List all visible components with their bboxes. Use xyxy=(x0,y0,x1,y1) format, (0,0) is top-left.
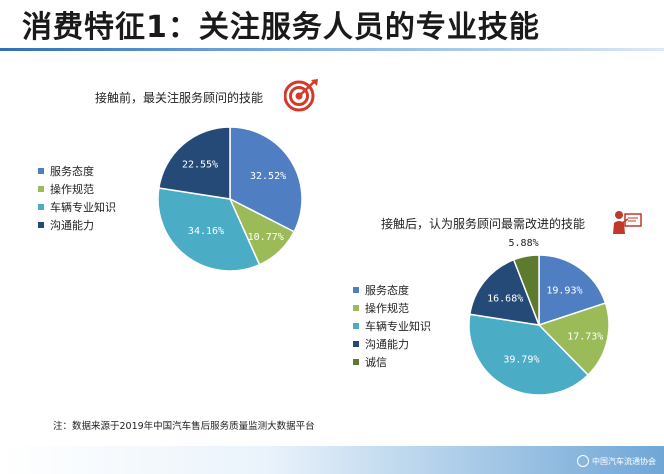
chart2-title: 接触后，认为服务顾问最需改进的技能 xyxy=(381,217,586,231)
legend-swatch xyxy=(38,168,44,174)
chart2-legend-item: 服务态度 xyxy=(353,281,431,299)
chart1-data-label: 22.55% xyxy=(182,160,218,171)
chart2-legend-item: 诚信 xyxy=(353,353,431,371)
legend-swatch xyxy=(38,186,44,192)
legend-label: 诚信 xyxy=(365,356,387,369)
org-logo-text: 中国汽车流通协会 xyxy=(592,456,656,466)
legend-swatch xyxy=(353,323,359,329)
chart1-title: 接触前，最关注服务顾问的技能 xyxy=(95,91,264,105)
chart2-slice xyxy=(468,258,541,326)
legend-label: 沟通能力 xyxy=(50,219,94,232)
chart2-data-label: 19.93% xyxy=(546,285,582,296)
chart2-legend-item: 操作规范 xyxy=(353,299,431,317)
chart1-data-label: 32.52% xyxy=(250,171,286,182)
bottom-band xyxy=(0,446,664,474)
legend-swatch xyxy=(353,287,359,293)
chart2-legend-item: 车辆专业知识 xyxy=(353,317,431,335)
legend-label: 服务态度 xyxy=(365,284,409,297)
page-title: 消费特征1：关注服务人员的专业技能 xyxy=(22,10,540,45)
chart1-slice xyxy=(157,126,231,200)
presenter-icon xyxy=(611,208,643,240)
legend-label: 沟通能力 xyxy=(365,338,409,351)
chart1-slice xyxy=(157,187,261,272)
chart1-legend-item: 操作规范 xyxy=(38,180,116,198)
legend-swatch xyxy=(38,204,44,210)
chart2-legend: 服务态度操作规范车辆专业知识 沟通能力诚信 xyxy=(353,281,431,371)
legend-swatch xyxy=(353,359,359,365)
org-logo-icon xyxy=(577,455,589,467)
title-rule xyxy=(0,48,664,51)
chart2-legend-item: 沟通能力 xyxy=(353,335,431,353)
chart2-slice xyxy=(538,254,607,327)
chart1-data-label: 34.16% xyxy=(188,226,224,237)
chart2-data-label: 39.79% xyxy=(503,355,539,366)
chart2-data-label: 5.88% xyxy=(509,238,539,249)
chart1-slice xyxy=(229,126,303,233)
chart1-data-label: 10.77% xyxy=(248,232,284,243)
chart2-slice xyxy=(537,302,610,377)
chart2-slice xyxy=(512,254,540,326)
org-logo: 中国汽车流通协会 xyxy=(577,455,656,467)
target-icon xyxy=(283,78,320,116)
chart1-legend: 服务态度操作规范车辆专业知识 沟通能力 xyxy=(38,162,116,234)
legend-label: 车辆专业知识 xyxy=(365,320,431,333)
legend-swatch xyxy=(353,305,359,311)
chart2-data-label: 16.68% xyxy=(487,293,523,304)
legend-label: 服务态度 xyxy=(50,165,94,178)
legend-label: 车辆专业知识 xyxy=(50,201,116,214)
chart1-legend-item: 服务态度 xyxy=(38,162,116,180)
footnote: 注：数据来源于2019年中国汽车售后服务质量监测大数据平台 xyxy=(53,421,315,432)
chart1-legend-item: 车辆专业知识 xyxy=(38,198,116,216)
legend-label: 操作规范 xyxy=(365,302,409,315)
legend-swatch xyxy=(353,341,359,347)
legend-swatch xyxy=(38,222,44,228)
legend-label: 操作规范 xyxy=(50,183,94,196)
chart2-slice xyxy=(468,313,590,396)
chart1-legend-item: 沟通能力 xyxy=(38,216,116,234)
chart1-slice xyxy=(228,197,296,266)
chart2-data-label: 17.73% xyxy=(567,332,603,343)
